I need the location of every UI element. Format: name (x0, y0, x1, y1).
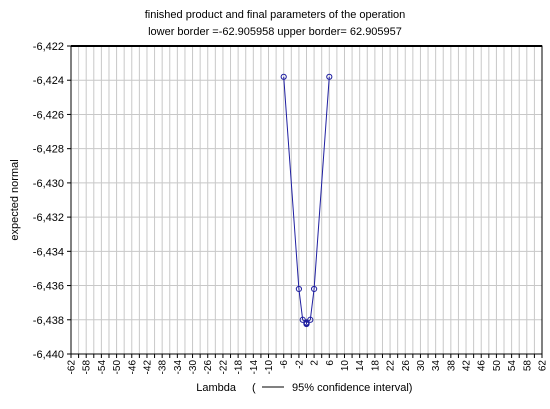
x-tick-label: -42 (142, 360, 153, 375)
series-line-path (283, 76, 330, 325)
data-point (295, 285, 303, 293)
x-tick-label: -2 (294, 360, 305, 369)
x-tick-label: -54 (97, 360, 108, 375)
legend-label: 95% confidence interval) (292, 382, 412, 394)
x-tick-label: 6 (325, 360, 336, 366)
x-tick-label: 50 (492, 360, 503, 372)
data-point (303, 319, 310, 326)
x-tick-label: 2 (310, 360, 321, 366)
chart-subtitle: lower border =-62.905958 upper border= 6… (148, 26, 402, 38)
y-tick-label: -6,428 (33, 144, 64, 156)
y-tick-label: -6,422 (33, 41, 64, 53)
x-tick-label: -10 (264, 360, 275, 375)
x-tick-label: -22 (218, 360, 229, 375)
x-tick-label: 42 (462, 360, 473, 372)
legend-open-paren: ( (252, 382, 256, 394)
x-tick-label: 14 (355, 360, 366, 372)
data-point (310, 285, 318, 293)
x-axis-ticks: -62 -58 -54 -50 -46 -42 -38 -34 -30 -26 -22 -18 -14-… (67, 354, 549, 374)
x-tick-label: -46 (127, 360, 138, 375)
x-tick-label: -38 (158, 360, 169, 375)
x-tick-label: 10 (340, 360, 351, 372)
x-tick-label: 46 (477, 360, 488, 372)
series-line (283, 76, 330, 325)
x-tick-label: -18 (234, 360, 245, 375)
chart-title: finished product and final parameters of… (145, 9, 406, 21)
x-tick-label: -14 (249, 360, 260, 375)
series-points (280, 73, 333, 328)
x-tick-label: -62 (67, 360, 78, 375)
x-tick-label: -34 (173, 360, 184, 375)
y-axis-ticks: -6,422 -6,424 -6,426 -6,428 -6,430 -6,432 -6,4… (33, 41, 71, 361)
y-tick-label: -6,438 (33, 315, 64, 327)
x-tick-label: 62 (538, 360, 549, 372)
grid (70, 45, 543, 355)
x-tick-label: 22 (386, 360, 397, 372)
x-tick-label: 26 (401, 360, 412, 372)
y-tick-label: -6,434 (33, 246, 64, 258)
x-tick-label: 34 (431, 360, 442, 372)
x-tick-label: -6 (279, 360, 290, 369)
y-tick-label: -6,426 (33, 109, 64, 121)
x-tick-label: -30 (188, 360, 199, 375)
x-tick-label: -50 (112, 360, 123, 375)
x-axis-legend: Lambda ( 95% confidence interval) (196, 382, 412, 394)
x-tick-label: 58 (522, 360, 533, 372)
x-tick-label: 38 (446, 360, 457, 372)
data-point (326, 73, 333, 80)
y-axis-label: expected normal (9, 159, 21, 240)
x-tick-label: 30 (416, 360, 427, 372)
y-tick-label: -6,432 (33, 212, 64, 224)
x-tick-label: -26 (203, 360, 214, 375)
x-axis-label: Lambda (196, 382, 237, 394)
x-tick-label: 54 (507, 360, 518, 372)
y-tick-label: -6,436 (33, 281, 64, 293)
data-point (280, 73, 287, 80)
x-tick-label: 18 (370, 360, 381, 372)
y-tick-label: -6,424 (33, 75, 64, 87)
y-tick-label: -6,440 (33, 349, 64, 361)
y-tick-label: -6,430 (33, 178, 64, 190)
data-point (307, 316, 314, 323)
x-tick-label: -58 (82, 360, 93, 375)
